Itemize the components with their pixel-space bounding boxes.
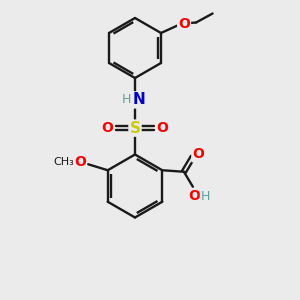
Text: O: O bbox=[178, 17, 190, 31]
Text: O: O bbox=[74, 155, 86, 169]
Text: CH₃: CH₃ bbox=[53, 157, 74, 167]
Text: H: H bbox=[201, 190, 210, 203]
Text: O: O bbox=[101, 121, 113, 135]
Text: N: N bbox=[133, 92, 146, 107]
Text: O: O bbox=[192, 147, 204, 161]
Text: O: O bbox=[188, 189, 200, 203]
Text: S: S bbox=[130, 121, 140, 136]
Text: H: H bbox=[122, 93, 131, 106]
Text: O: O bbox=[157, 121, 169, 135]
